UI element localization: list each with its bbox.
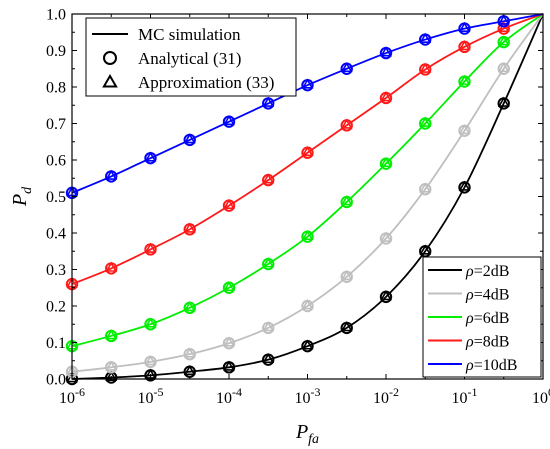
y-tick-label: 0.7: [46, 116, 66, 133]
series-layer: [65, 13, 544, 386]
approximation-point: [105, 169, 118, 180]
approximation-point: [340, 321, 353, 332]
approximation-point: [301, 299, 314, 310]
approximation-point: [497, 96, 510, 107]
approximation-point: [183, 347, 196, 358]
approximation-point: [497, 61, 510, 73]
marker-legend: MC simulation Analytical (31) Approximatio…: [85, 17, 297, 97]
approximation-point: [458, 40, 471, 51]
approximation-point: [105, 360, 118, 371]
x-tick-label: 10-1: [452, 385, 478, 407]
series-3: [65, 13, 544, 291]
series-line-4: [71, 13, 544, 194]
approximation-point: [497, 14, 510, 25]
y-tick-label: 1.0: [46, 7, 66, 24]
analytical-circle-symbol: [103, 51, 117, 65]
x-tick-label: 10-2: [373, 385, 399, 407]
approximation-point: [458, 74, 471, 85]
y-tick-label: 0.6: [46, 153, 66, 170]
series-legend: ρ=2dB ρ=4dB ρ=6dB ρ=8dB ρ=10dB: [422, 256, 542, 378]
approximation-point: [262, 173, 275, 184]
y-tick-label: 0.1: [46, 335, 66, 352]
series-legend-label-0: ρ=2dB: [465, 263, 509, 280]
y-tick-label: 0.3: [46, 262, 66, 279]
approximation-point: [262, 321, 275, 332]
series-legend-label-3: ρ=8dB: [465, 334, 509, 351]
approximation-point: [419, 244, 432, 255]
approximation-point: [183, 301, 196, 312]
approximation-point: [223, 198, 235, 210]
series-1: [65, 13, 544, 378]
approximation-point: [340, 118, 353, 129]
approximation-point: [380, 231, 392, 242]
y-tick-label: 0.4: [46, 226, 66, 243]
approximation-point: [144, 242, 157, 253]
approximation-point: [223, 114, 235, 126]
approximation-point: [262, 257, 275, 268]
series-line-3: [71, 13, 544, 285]
y-tick-label: 0.8: [46, 80, 66, 97]
approximation-point: [419, 62, 432, 73]
approximation-point: [380, 91, 392, 102]
series-legend-label-4: ρ=10dB: [465, 357, 517, 374]
approximation-point: [497, 21, 510, 33]
x-tick-label: 10-6: [59, 385, 85, 407]
approximation-point: [144, 355, 157, 366]
legend-layer: MC simulation Analytical (31) Approximatio…: [85, 17, 542, 378]
approximation-point: [183, 364, 196, 376]
approximation-point: [105, 370, 118, 381]
y-tick-label: 0.0: [46, 372, 66, 389]
marker-legend-label: MC simulation: [138, 25, 241, 44]
approximation-point: [380, 46, 392, 57]
x-tick-label: 10-5: [138, 385, 164, 407]
approximation-point: [183, 222, 196, 233]
x-tick-label: 100: [532, 385, 550, 407]
approximation-point: [458, 21, 471, 33]
series-legend-label-1: ρ=4dB: [465, 287, 509, 304]
approximation-point: [144, 317, 157, 328]
approximation-point: [340, 61, 353, 73]
marker-legend-label: Analytical (31): [138, 49, 241, 68]
approximation-point: [105, 329, 118, 340]
approximation-point: [301, 78, 314, 89]
x-axis-label: Pfa: [295, 421, 319, 447]
approximation-point: [144, 151, 157, 162]
approximation-point: [419, 116, 432, 127]
approximation-point: [301, 229, 314, 241]
y-tick-label: 0.9: [46, 43, 66, 60]
approximation-point: [262, 96, 275, 107]
approximation-point: [380, 290, 392, 301]
y-axis-label: Pd: [9, 186, 35, 207]
approximation-point: [223, 360, 235, 371]
approximation-point: [380, 156, 392, 168]
x-tick-label: 10-4: [216, 385, 242, 407]
marker-legend-box: [85, 17, 297, 97]
approximation-point: [223, 280, 235, 292]
approximation-point: [223, 336, 235, 347]
series-line-2: [71, 13, 544, 348]
axes-layer: 0.0 0.1 0.2 0.3 0.4 0.5 0.6 0.7 0.8 0.9 1.0 10-6 10-…: [9, 7, 550, 448]
y-tick-label: 0.2: [46, 299, 66, 316]
approximation-point: [105, 261, 118, 272]
approximation-point: [301, 339, 314, 350]
y-tick-label: 0.5: [46, 189, 66, 206]
x-tick-label: 10-3: [295, 385, 321, 407]
approximation-point: [458, 180, 471, 191]
series-legend-label-2: ρ=6dB: [465, 310, 509, 327]
approximation-point: [262, 352, 275, 364]
approximation-point: [301, 145, 314, 157]
approximation-point: [340, 270, 353, 281]
approximation-point: [183, 133, 196, 144]
approximation-point: [497, 35, 510, 46]
marker-legend-label: Approximation (33): [138, 73, 274, 92]
approximation-point: [458, 124, 471, 135]
approximation-point: [66, 372, 78, 383]
approximation-point: [419, 182, 432, 193]
approximation-point: [340, 195, 353, 206]
approximation-triangle-symbol: [102, 74, 118, 88]
approximation-point: [419, 32, 432, 43]
